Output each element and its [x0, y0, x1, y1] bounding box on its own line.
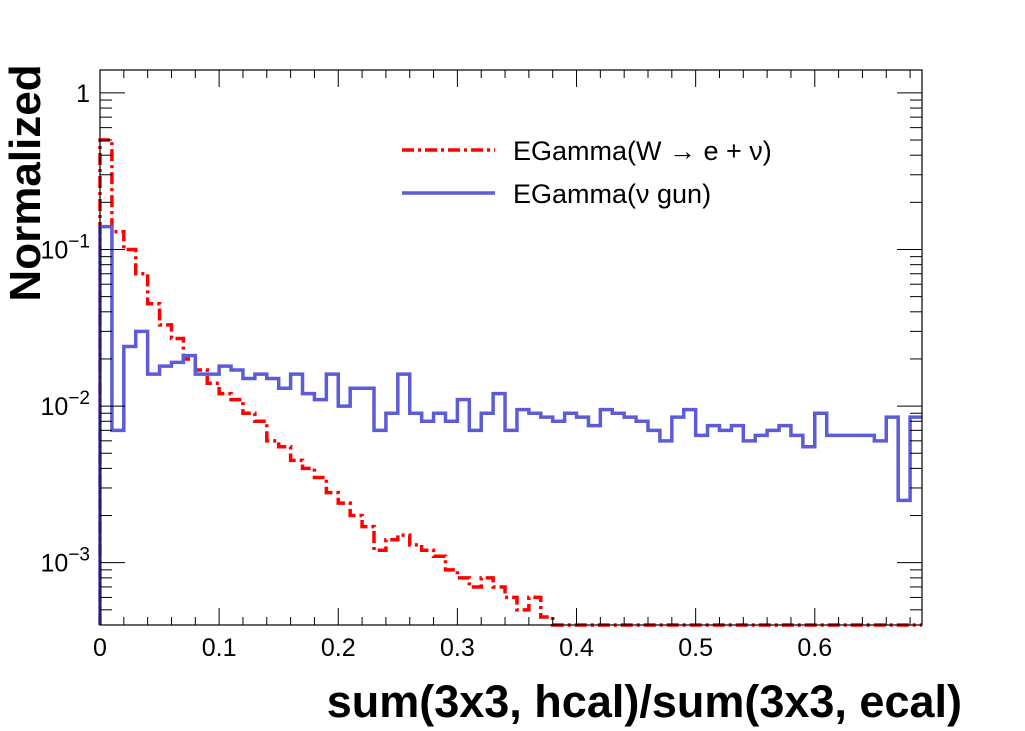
- x-tick-label: 0.1: [202, 634, 237, 662]
- label-layer: 0 0.1 0.2 0.3 0.4 0.5 0.6 1 10−1 10−2 10−3: [41, 80, 833, 662]
- y-tick-label: 1: [76, 80, 90, 108]
- x-tick-label: 0.4: [559, 634, 594, 662]
- x-tick-label: 0.5: [678, 634, 713, 662]
- series-layer: [98, 138, 922, 627]
- y-axis-title: Normalized: [1, 64, 50, 301]
- y-tick-label: 10−3: [41, 545, 90, 578]
- series-line-0: [98, 138, 922, 627]
- series-line-1: [98, 224, 922, 625]
- x-tick-label: 0.2: [321, 634, 356, 662]
- x-tick-label: 0.6: [797, 634, 832, 662]
- x-axis-title: sum(3x3, hcal)/sum(3x3, ecal): [327, 676, 962, 727]
- y-tick-label: 10−2: [41, 388, 90, 421]
- legend-label-nu-gun: EGamma(ν gun): [513, 179, 711, 209]
- x-tick-label: 0.3: [440, 634, 475, 662]
- legend: EGamma(W → e + ν) EGamma(ν gun): [402, 136, 772, 209]
- plot-frame: [99, 69, 923, 626]
- tick-layer: [99, 70, 922, 626]
- legend-label-w-enu: EGamma(W → e + ν): [513, 136, 772, 166]
- x-tick-label: 0: [93, 634, 107, 662]
- y-tick-label: 10−1: [41, 231, 90, 264]
